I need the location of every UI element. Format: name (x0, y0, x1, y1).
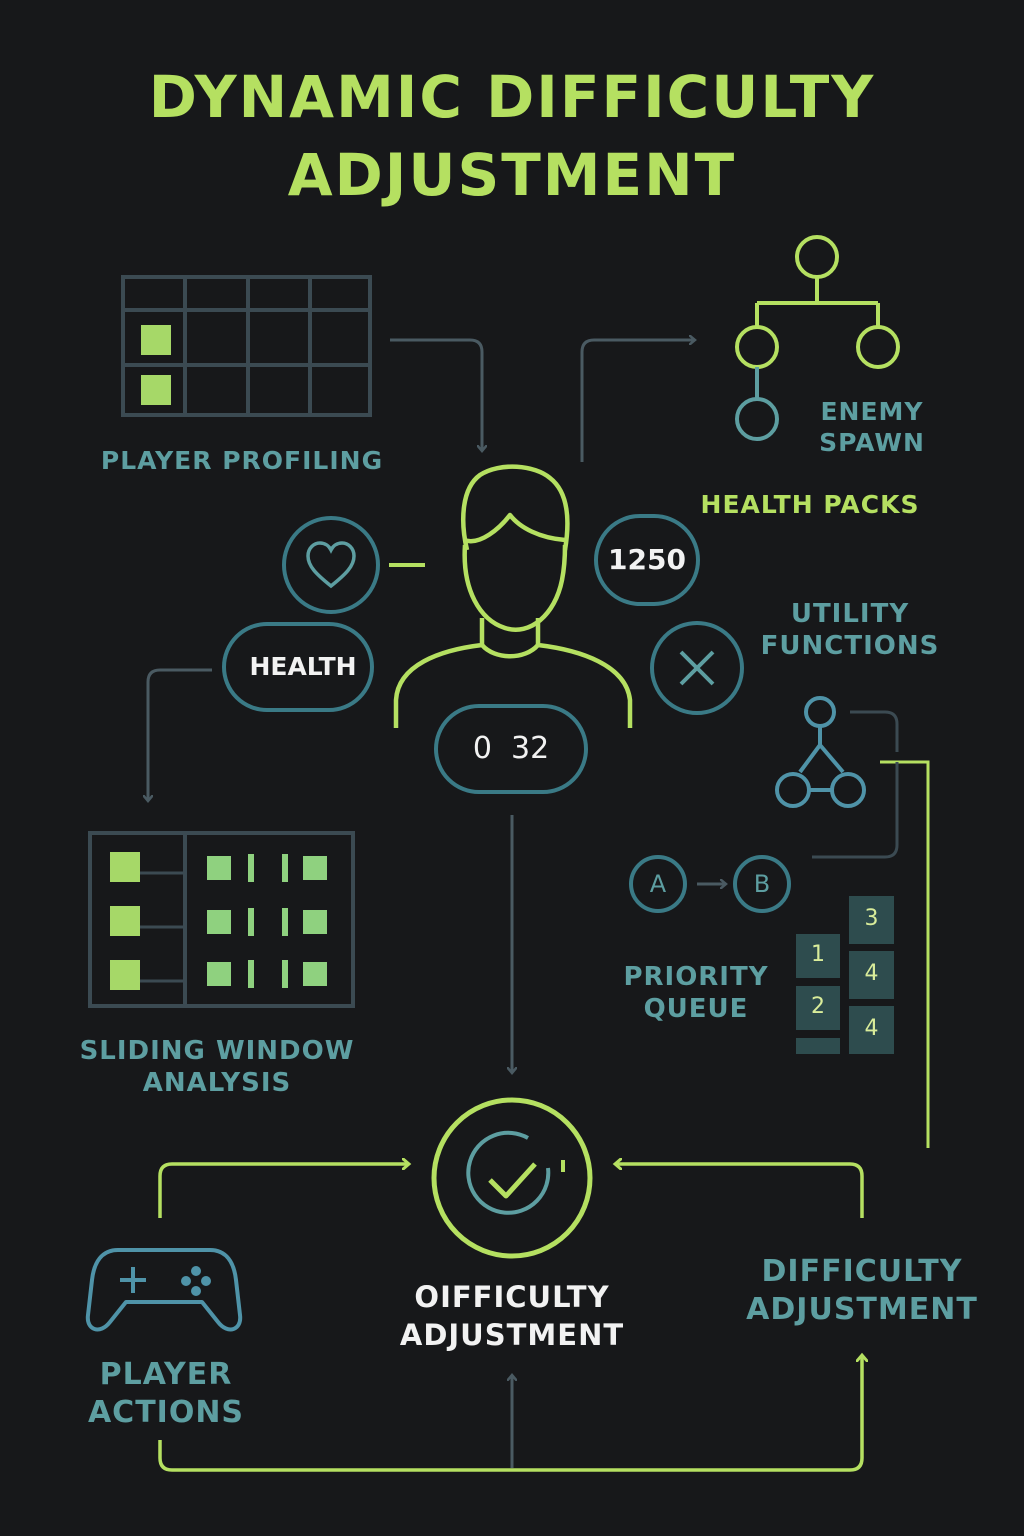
arrow-player-to-enemy-spawn (580, 340, 694, 462)
node-a-label: A (649, 870, 667, 898)
node-b (733, 855, 791, 913)
label-difficulty-right-1: DIFFICULTY (761, 1254, 963, 1289)
heart-icon (282, 516, 380, 614)
title-line-1: DYNAMIC DIFFICULTY (148, 63, 876, 131)
score-value: 1250 (608, 543, 686, 576)
queue-item: 2 (811, 994, 825, 1019)
close-icon (650, 621, 744, 715)
checkmark-icon (431, 1097, 593, 1259)
title-line-2: ADJUSTMENT (287, 141, 737, 209)
health-pill (222, 622, 374, 712)
arrow-adjustment-to-center (616, 1164, 864, 1218)
label-sliding-window-2: ANALYSIS (142, 1068, 292, 1098)
label-center-1: OIFFICULTY (414, 1280, 610, 1314)
label-enemy-spawn-2: SPAWN (819, 428, 925, 457)
arrow-bottom-loop (158, 1356, 862, 1472)
queue-item: 4 (864, 961, 879, 986)
counter-pill (434, 704, 588, 794)
label-priority-1: PRIORITY (623, 962, 769, 992)
label-player-actions-1: PLAYER (99, 1357, 233, 1392)
label-center-2: ADJUSTMENT (399, 1318, 625, 1352)
arrow-actions-to-center (158, 1164, 408, 1218)
tree-icon (735, 235, 900, 441)
label-player-actions-2: ACTIONS (87, 1395, 245, 1430)
counter-value: 0 32 (472, 731, 550, 766)
label-priority-2: QUEUE (643, 994, 749, 1024)
node-a (629, 855, 687, 913)
player-avatar-icon (393, 464, 633, 728)
score-pill (594, 514, 700, 606)
network-icon (775, 696, 866, 808)
label-enemy-spawn-1: ENEMY (820, 397, 924, 426)
player-profiling-grid (121, 275, 372, 417)
queue-item: 4 (864, 1016, 879, 1041)
label-utility-1: UTILITY (790, 599, 910, 629)
queue-item: 3 (864, 906, 879, 931)
priority-queue-blocks (796, 896, 894, 1054)
label-utility-2: FUNCTIONS (760, 631, 940, 661)
label-player-profiling: PLAYER PROFILING (100, 446, 384, 475)
gamepad-icon (85, 1248, 243, 1332)
sliding-window-grid (88, 831, 355, 1008)
health-label: HEALTH (249, 652, 357, 681)
node-b-label: B (753, 870, 771, 898)
label-sliding-window-1: SLIDING WINDOW (79, 1036, 355, 1066)
arrow-profiling-to-player (390, 338, 482, 450)
label-health-packs: HEALTH PACKS (700, 490, 920, 519)
label-difficulty-right-2: ADJUSTMENT (746, 1292, 978, 1327)
arrow-health-to-sliding-window (148, 668, 212, 800)
queue-item: 1 (811, 942, 825, 967)
